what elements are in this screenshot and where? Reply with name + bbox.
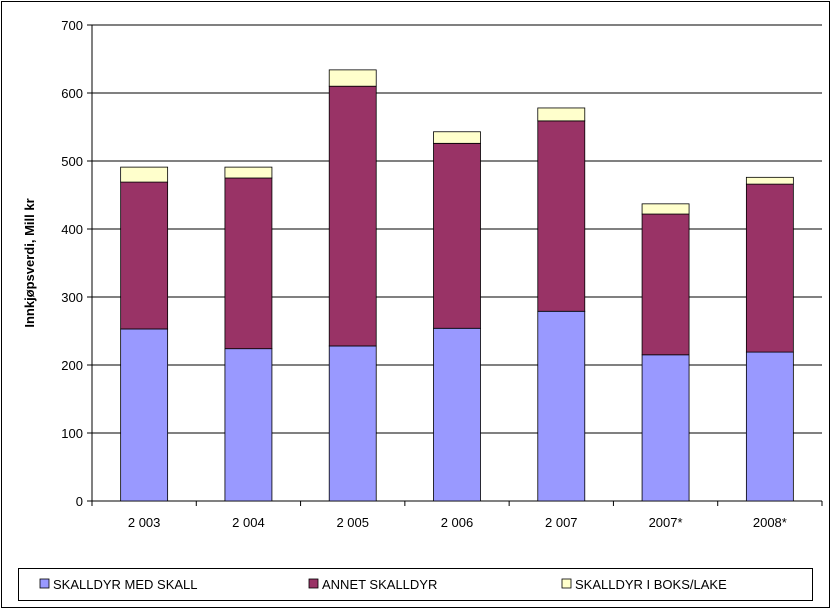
bar-segment — [537, 310, 586, 502]
legend-swatch — [561, 578, 572, 589]
x-tick-label: 2 007 — [545, 515, 578, 530]
legend-swatch — [308, 578, 319, 589]
y-tick-label: 100 — [61, 426, 83, 441]
y-tick-label: 700 — [61, 18, 83, 33]
y-tick-label: 300 — [61, 290, 83, 305]
x-tick-label: 2 006 — [441, 515, 474, 530]
x-tick-label: 2 003 — [128, 515, 161, 530]
x-tick-label: 2007* — [649, 515, 683, 530]
bar-segment — [641, 203, 690, 215]
y-tick-label: 0 — [76, 494, 83, 509]
y-tick-label: 200 — [61, 358, 83, 373]
x-tick-label: 2008* — [753, 515, 787, 530]
bar-segment — [641, 213, 690, 356]
y-tick-label: 400 — [61, 222, 83, 237]
x-tick-label: 2 004 — [232, 515, 265, 530]
bar-segment — [745, 176, 794, 185]
legend-swatch — [39, 578, 50, 589]
bar-segment — [224, 166, 273, 179]
bar-segment — [328, 85, 377, 347]
bar-segment — [433, 327, 481, 502]
bar-segment — [224, 177, 273, 350]
legend-label: SKALLDYR I BOKS/LAKE — [575, 577, 727, 592]
bar-segment — [433, 142, 481, 329]
bar-segment — [641, 354, 690, 502]
bar-segment — [120, 181, 169, 330]
y-axis-label: Innkjøpsverdi, Mill kr — [22, 198, 37, 327]
bar-segment — [224, 348, 273, 502]
bar-segment — [537, 120, 586, 312]
bar-segment — [120, 328, 169, 502]
y-tick-label: 500 — [61, 154, 83, 169]
bar-segment — [120, 166, 169, 183]
bar-segment — [433, 131, 481, 144]
legend-label: ANNET SKALLDYR — [322, 577, 437, 592]
bar-segment — [745, 183, 794, 353]
legend-label: SKALLDYR MED SKALL — [53, 577, 198, 592]
bar-segment — [328, 69, 377, 87]
legend-box — [18, 568, 813, 601]
bar-segment — [537, 107, 586, 122]
y-tick-label: 600 — [61, 86, 83, 101]
bar-segment — [328, 345, 377, 502]
x-tick-label: 2 005 — [336, 515, 369, 530]
bar-segment — [745, 351, 794, 502]
